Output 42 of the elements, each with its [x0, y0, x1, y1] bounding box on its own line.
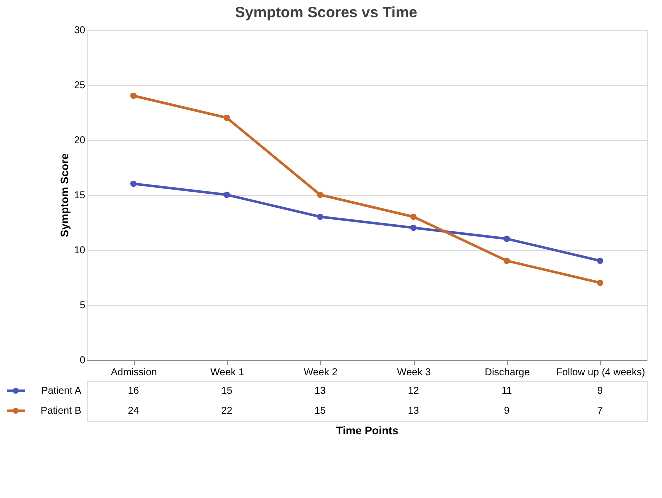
x-tick-label: Week 3 — [397, 368, 432, 378]
data-label: 13 — [314, 386, 326, 397]
data-label: 9 — [598, 386, 604, 397]
x-tick-label: Admission — [111, 368, 158, 378]
x-tick-label: Discharge — [484, 368, 530, 378]
point — [224, 192, 230, 198]
point — [597, 280, 604, 286]
y-tick-label: 20 — [74, 136, 86, 146]
data-label: 7 — [598, 406, 604, 417]
data-label: 22 — [221, 406, 233, 417]
point — [130, 92, 137, 100]
data-label: 12 — [408, 386, 420, 397]
y-tick-label: 10 — [74, 246, 86, 256]
y-tick-label: 25 — [74, 80, 86, 92]
y-tick-label: 30 — [74, 26, 86, 36]
x-tick-label: Week 1 — [210, 368, 245, 378]
point — [317, 214, 324, 220]
data-label: 16 — [128, 386, 140, 397]
y-tick-label: 5 — [80, 300, 86, 312]
y-axis-title: Symptom Score — [59, 154, 72, 238]
point — [317, 192, 324, 198]
y-tick-label: 15 — [74, 190, 86, 202]
point — [504, 258, 510, 264]
point — [410, 224, 417, 232]
point — [597, 258, 604, 264]
chart-title: Symptom Scores vs Time — [235, 4, 418, 22]
legend-label: Patient A — [41, 386, 82, 397]
x-axis-title: Time Points — [336, 426, 399, 438]
point — [224, 114, 230, 122]
data-label: 9 — [504, 406, 510, 417]
point — [504, 236, 510, 242]
data-label: 15 — [314, 406, 326, 417]
x-tick-label: Week 2 — [304, 368, 338, 378]
y-tick-label: 0 — [80, 356, 86, 366]
data-label: 13 — [408, 406, 420, 417]
data-label: 11 — [502, 386, 513, 397]
data-label: 24 — [128, 406, 140, 417]
data-label: 15 — [221, 386, 233, 397]
x-tick-label: Follow up (4 weeks) — [556, 368, 646, 378]
point — [130, 180, 137, 188]
legend-label: Patient B — [40, 406, 82, 417]
point — [410, 214, 417, 220]
